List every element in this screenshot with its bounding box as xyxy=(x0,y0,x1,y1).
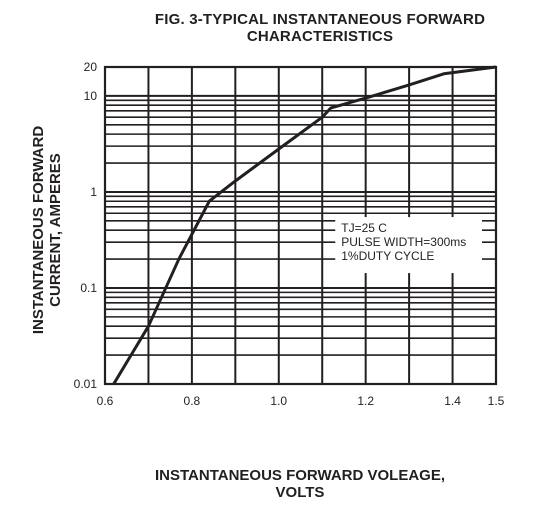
y-tick-label: 0.1 xyxy=(80,281,97,295)
x-tick-label: 0.8 xyxy=(184,394,201,408)
y-tick-label: 10 xyxy=(84,89,98,103)
annotation-text: PULSE WIDTH=300ms xyxy=(341,235,466,249)
x-tick-label: 1.2 xyxy=(357,394,374,408)
plot-frame xyxy=(103,65,498,386)
y-tick-label: 0.01 xyxy=(74,377,98,391)
y-tick-label: 20 xyxy=(84,60,98,74)
series-line xyxy=(112,65,497,385)
annotation-text: 1%DUTY CYCLE xyxy=(341,249,434,263)
x-tick-label: 0.6 xyxy=(97,394,114,408)
annotation-text: TJ=25 C xyxy=(341,221,387,235)
x-tick-label: 1.5 xyxy=(488,394,505,408)
x-axis-label-line-2: VOLTS xyxy=(275,484,325,501)
x-axis-label-line-1: INSTANTANEOUS FORWARD VOLEAGE, xyxy=(154,467,445,484)
annotation-box xyxy=(335,217,482,274)
x-tick-label: 1.0 xyxy=(270,394,287,408)
x-tick-label: 1.4 xyxy=(444,394,461,408)
chart-title-line-2: CHARACTERISTICS xyxy=(246,28,394,45)
chart-title-line-1: FIG. 3-TYPICAL INSTANTANEOUS FORWARD xyxy=(154,11,486,28)
y-tick-label: 1 xyxy=(90,185,97,199)
